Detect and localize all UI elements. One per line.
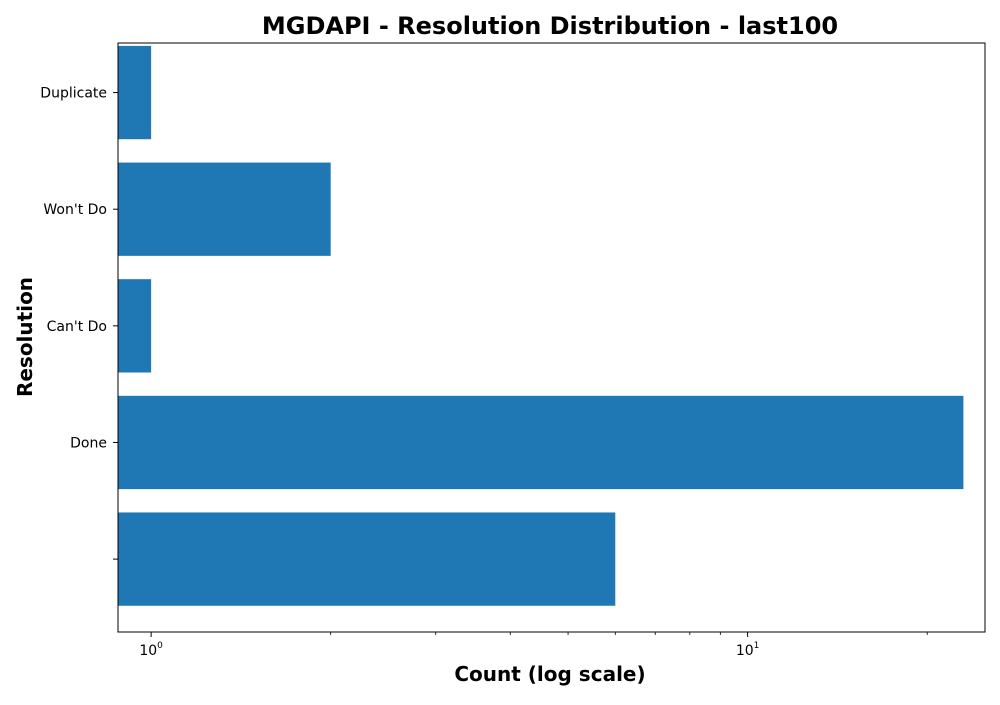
bar-won-t-do — [118, 162, 331, 256]
y-tick-label: Duplicate — [40, 86, 107, 102]
x-axis-label: Count (log scale) — [454, 662, 645, 686]
y-tick-label: Can't Do — [47, 319, 107, 335]
bar-done — [118, 395, 964, 490]
plot-area — [118, 45, 964, 606]
y-axis-label: Resolution — [13, 277, 37, 397]
x-tick-label: 100 — [139, 641, 163, 659]
bar-unlabeled — [118, 512, 616, 606]
bar-duplicate — [118, 45, 152, 140]
plot-frame — [117, 42, 986, 633]
y-tick-label: Won't Do — [43, 202, 107, 218]
y-tick-label: Done — [70, 435, 107, 451]
x-tick-label: 101 — [736, 641, 760, 659]
axes: Done Can't Do Won't Do Duplicate 100 101 — [40, 42, 986, 659]
chart-title: MGDAPI - Resolution Distribution - last1… — [262, 12, 838, 40]
bar-can-t-do — [118, 279, 152, 373]
